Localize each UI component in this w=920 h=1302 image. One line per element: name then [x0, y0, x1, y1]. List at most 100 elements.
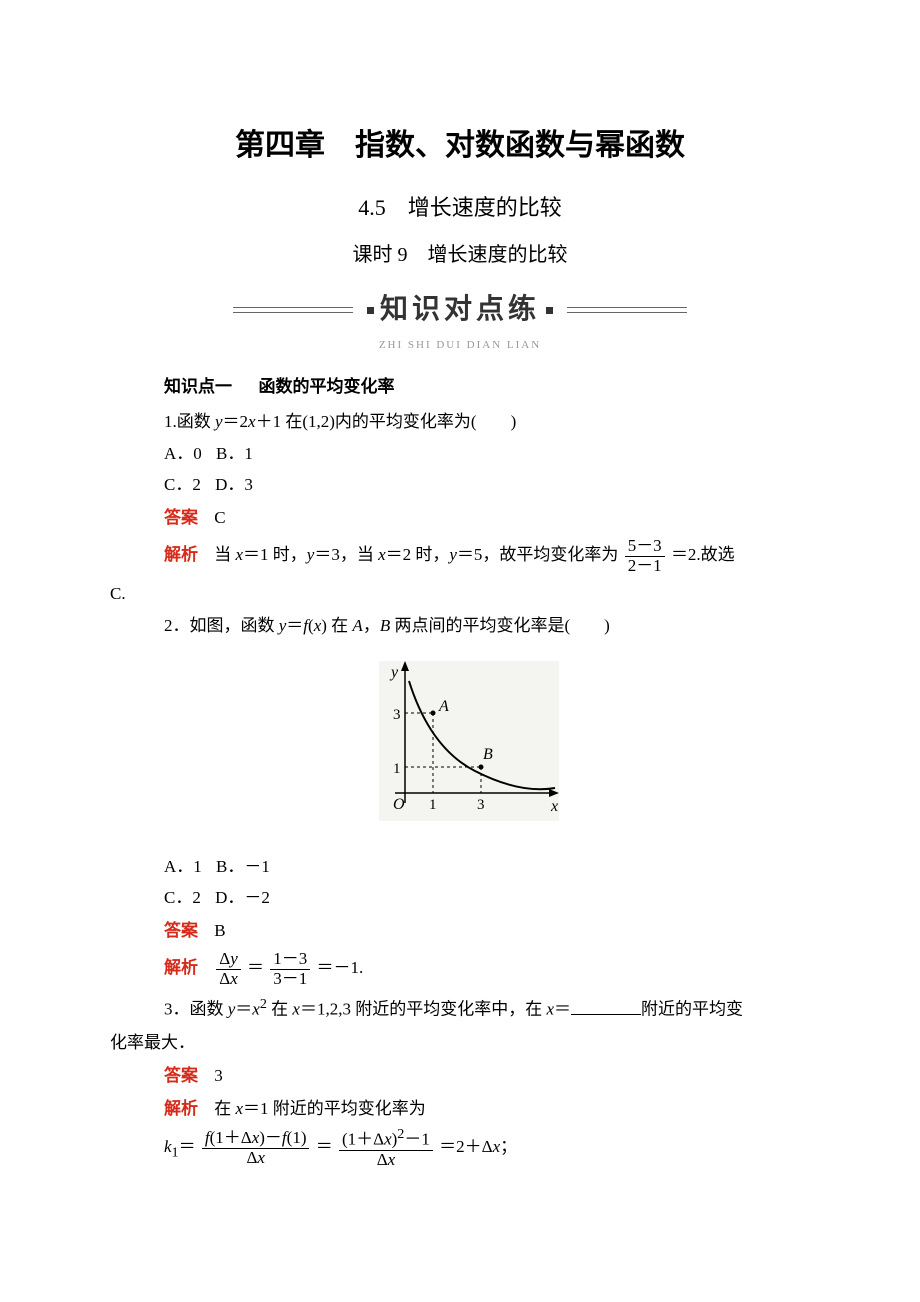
y-axis-label: y — [389, 664, 399, 681]
q1-options-row1: A．0 B．1 — [164, 440, 810, 469]
q2-options-row2: C．2 D．－2 — [164, 884, 810, 913]
q1-explain: 解析 当 x＝1 时，y＝3，当 x＝2 时，y＝5，故平均变化率为 5－3 2… — [164, 537, 810, 575]
q1-e4: ＝2 时， — [386, 545, 450, 564]
q3-fracA: f(1＋Δx)－f(1) Δx — [202, 1129, 310, 1167]
explain-label: 解析 — [164, 545, 198, 564]
q2-f2n: 1－3 — [270, 950, 310, 970]
q1-options-row2: C．2 D．3 — [164, 471, 810, 500]
q1-e5: ＝5，故平均变化率为 — [457, 545, 619, 564]
q2-eq1: ＝ — [247, 958, 264, 977]
q3-fracB: (1＋Δx)2－1 Δx — [339, 1127, 433, 1169]
explain-label: 解析 — [164, 1099, 198, 1118]
q3-fAn: f(1＋Δx)－f(1) — [202, 1129, 310, 1149]
banner-main: 知识对点练 — [380, 286, 540, 334]
q3-tail: ＝2＋Δ — [439, 1137, 492, 1156]
q2-answer: B — [214, 921, 225, 940]
q1-frac-num: 5－3 — [625, 537, 665, 557]
q1-e6: ＝2.故选 — [671, 545, 735, 564]
q3-tail2: ； — [500, 1137, 517, 1156]
banner-sub: ZHI SHI DUI DIAN LIAN — [110, 336, 810, 355]
section-title: 4.5 增长速度的比较 — [110, 189, 810, 226]
q2-optD: D．－2 — [215, 888, 270, 907]
q3-k: k — [164, 1137, 172, 1156]
xtick-1: 1 — [429, 797, 437, 813]
q3-stem: 3．函数 y＝x2 在 x＝1,2,3 附近的平均变化率中，在 x＝附近的平均变 — [164, 992, 810, 1025]
lesson-title: 课时 9 增长速度的比较 — [110, 238, 810, 272]
q2-frac2: 1－3 3－1 — [270, 950, 310, 988]
q2-t1: 2．如图，函数 — [164, 616, 279, 635]
q3-ks: 1 — [172, 1145, 179, 1161]
q3-t5: ＝ — [554, 1000, 571, 1019]
q2-t2: ＝ — [286, 616, 303, 635]
q3-formula: k1＝ f(1＋Δx)－f(1) Δx ＝ (1＋Δx)2－1 Δx ＝2＋Δx… — [164, 1127, 810, 1169]
q3-answer-line: 答案 3 — [164, 1062, 810, 1091]
q1-optD: D．3 — [215, 475, 253, 494]
q3-e1: 在 — [214, 1099, 235, 1118]
point-b — [479, 765, 484, 770]
q2-frac1: Δy Δx — [216, 950, 240, 988]
q1-explain-tail: C. — [110, 580, 810, 609]
banner-dot-right — [546, 307, 553, 314]
q2-f2d: 3－1 — [270, 970, 310, 989]
q2-t3: 在 — [327, 616, 353, 635]
explain-label: 解析 — [164, 958, 198, 977]
kpoint-title: 函数的平均变化率 — [258, 377, 394, 396]
q1-stem: 1.函数 y＝2x＋1 在(1,2)内的平均变化率为( ) — [164, 408, 810, 437]
answer-label: 答案 — [164, 508, 198, 527]
label-a: A — [438, 698, 449, 715]
q1-optB: B．1 — [216, 444, 253, 463]
q2-optB: B．－1 — [216, 857, 270, 876]
origin-label: O — [393, 796, 405, 813]
q2-chart-svg: A B 3 1 1 3 O x y — [355, 653, 565, 833]
q2-t4: ， — [363, 616, 380, 635]
q3-t6: 附近的平均变 — [641, 1000, 743, 1019]
q2-f1n: Δy — [216, 950, 240, 970]
q3-blank — [571, 998, 641, 1015]
x-axis-label: x — [550, 798, 558, 815]
q3-t1: 3．函数 — [164, 1000, 228, 1019]
q3-t3: 在 — [267, 1000, 293, 1019]
label-b: B — [483, 746, 493, 763]
point-a — [431, 711, 436, 716]
q2-stem: 2．如图，函数 y＝f(x) 在 A，B 两点间的平均变化率是( ) — [164, 612, 810, 641]
q3-fBn: (1＋Δx)2－1 — [339, 1127, 433, 1150]
q3-fBd: Δx — [339, 1151, 433, 1170]
q2-eq2: ＝－1. — [316, 958, 363, 977]
q2-chart: A B 3 1 1 3 O x y — [110, 653, 810, 843]
q2-optA: A．1 — [164, 857, 202, 876]
q1-answer-line: 答案 C — [164, 504, 810, 533]
banner: 知识对点练 ZHI SHI DUI DIAN LIAN — [110, 286, 810, 354]
ytick-3: 3 — [393, 707, 401, 723]
answer-label: 答案 — [164, 921, 198, 940]
q3-answer: 3 — [214, 1066, 223, 1085]
q2-optC: C．2 — [164, 888, 201, 907]
q1-optA: A．0 — [164, 444, 202, 463]
answer-label: 答案 — [164, 1066, 198, 1085]
chapter-title: 第四章 指数、对数函数与幂函数 — [110, 120, 810, 171]
q3-stem-cont: 化率最大． — [110, 1029, 810, 1058]
q2-options-row1: A．1 B．－1 — [164, 853, 810, 882]
q1-e1: 当 — [214, 545, 235, 564]
q1-t3: ＋1 在(1,2)内的平均变化率为( ) — [256, 412, 517, 431]
q3-eq2: ＝ — [316, 1137, 333, 1156]
q3-t2: ＝ — [235, 1000, 252, 1019]
q2-explain: 解析 Δy Δx ＝ 1－3 3－1 ＝－1. — [164, 950, 810, 988]
kpoint-prefix: 知识点一 — [164, 377, 232, 396]
banner-dot-left — [367, 307, 374, 314]
q3-fAd: Δx — [202, 1149, 310, 1168]
q3-eq1: ＝ — [179, 1137, 196, 1156]
q2-f1d: Δx — [216, 970, 240, 989]
q1-t2: ＝2 — [223, 412, 249, 431]
q1-answer: C — [214, 508, 225, 527]
q3-e2: ＝1 附近的平均变化率为 — [243, 1099, 426, 1118]
q3-explain: 解析 在 x＝1 附近的平均变化率为 — [164, 1095, 810, 1124]
q1-frac: 5－3 2－1 — [625, 537, 665, 575]
q1-e3: ＝3，当 — [314, 545, 378, 564]
chart-bg — [379, 661, 559, 821]
q1-e2: ＝1 时， — [243, 545, 307, 564]
q2-t5: 两点间的平均变化率是( ) — [390, 616, 610, 635]
knowledge-point-1: 知识点一 函数的平均变化率 — [164, 373, 810, 402]
q2-answer-line: 答案 B — [164, 917, 810, 946]
q1-optC: C．2 — [164, 475, 201, 494]
q3-t4: ＝1,2,3 附近的平均变化率中，在 — [300, 1000, 547, 1019]
